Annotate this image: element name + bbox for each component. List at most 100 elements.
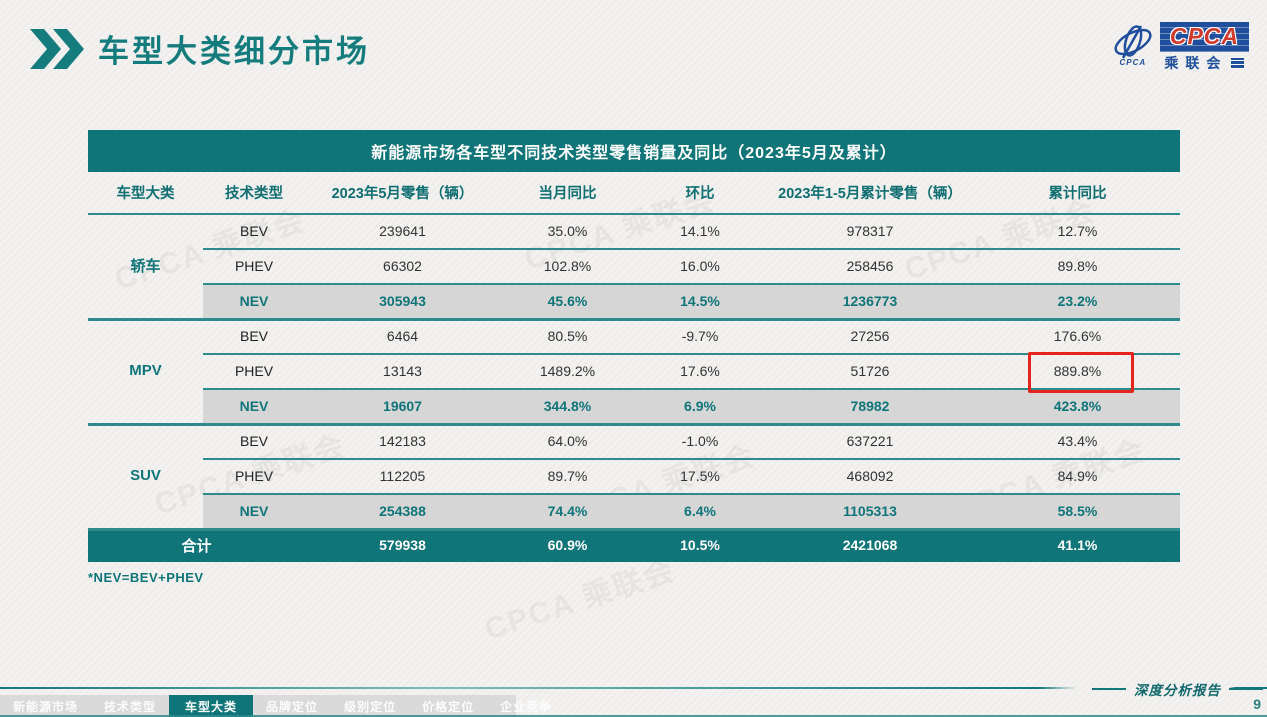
group-label: SUV bbox=[130, 467, 161, 484]
value-cell: 14.5% bbox=[635, 283, 765, 318]
column-header: 技术类型 bbox=[225, 186, 283, 202]
row-divider bbox=[203, 493, 1180, 495]
value-cell: 468092 bbox=[846, 467, 894, 484]
value-cell: 16.0% bbox=[680, 257, 720, 274]
tab-price-positioning[interactable]: 价格定位 bbox=[422, 699, 475, 714]
logo-swirl-icon: CPCA bbox=[1111, 24, 1155, 67]
logo-wordmark: CPCA 乘联会 bbox=[1159, 22, 1249, 73]
value-cell: 102.8% bbox=[543, 257, 592, 274]
value-cell: 637221 bbox=[846, 432, 894, 449]
value-cell: 89.7% bbox=[547, 467, 588, 484]
value-cell: 17.6% bbox=[680, 362, 720, 379]
group-divider bbox=[88, 528, 1180, 531]
column-header: 当月同比 bbox=[538, 186, 597, 202]
value-cell: -9.7% bbox=[681, 327, 719, 344]
value-cell: 35.0% bbox=[547, 222, 588, 239]
report-dash-left bbox=[1092, 688, 1126, 690]
column-header: 车型大类 bbox=[116, 186, 175, 202]
value-cell: 1105313 bbox=[765, 493, 975, 528]
value-cell-highlighted: 889.8% bbox=[1053, 362, 1102, 379]
value-cell: 6.4% bbox=[635, 493, 765, 528]
tech-cell: NEV bbox=[203, 283, 305, 318]
value-cell: 1236773 bbox=[765, 283, 975, 318]
total-cell: 10.5% bbox=[635, 528, 765, 562]
value-cell: 80.5% bbox=[547, 327, 588, 344]
report-label-text: 深度分析报告 bbox=[1134, 683, 1221, 698]
data-table: 新能源市场各车型不同技术类型零售销量及同比（2023年5月及累计） 车型大类 技… bbox=[88, 130, 1180, 562]
value-cell: 58.5% bbox=[975, 493, 1180, 528]
value-cell: 254388 bbox=[305, 493, 500, 528]
value-cell: 74.4% bbox=[500, 493, 635, 528]
value-cell: 239641 bbox=[379, 222, 426, 239]
row-divider bbox=[203, 458, 1180, 460]
tab-brand-positioning[interactable]: 品牌定位 bbox=[266, 699, 319, 714]
value-cell: 6464 bbox=[386, 327, 419, 344]
value-cell: 78982 bbox=[765, 388, 975, 423]
value-cell: 84.9% bbox=[1057, 467, 1098, 484]
slide-header: 车型大类细分市场 bbox=[30, 26, 370, 71]
value-cell: 305943 bbox=[305, 283, 500, 318]
value-cell: 14.1% bbox=[680, 222, 720, 239]
value-cell: 23.2% bbox=[975, 283, 1180, 318]
value-cell: 6.9% bbox=[635, 388, 765, 423]
value-cell: 142183 bbox=[379, 432, 426, 449]
tech-cell: NEV bbox=[203, 388, 305, 423]
value-cell: -1.0% bbox=[681, 432, 719, 449]
value-cell: 19607 bbox=[305, 388, 500, 423]
row-divider bbox=[203, 388, 1180, 390]
value-cell: 89.8% bbox=[1057, 257, 1098, 274]
bottom-border bbox=[0, 715, 1267, 717]
total-cell: 2421068 bbox=[765, 528, 975, 562]
value-cell: 45.6% bbox=[500, 283, 635, 318]
tech-cell: BEV bbox=[239, 222, 268, 239]
report-label: 深度分析报告 bbox=[1092, 679, 1263, 699]
value-cell: 423.8% bbox=[975, 388, 1180, 423]
group-divider bbox=[88, 318, 1180, 321]
value-cell: 176.6% bbox=[1053, 327, 1102, 344]
report-dash-right bbox=[1229, 688, 1263, 690]
cpca-logo: CPCA CPCA 乘联会 bbox=[1111, 22, 1249, 73]
value-cell: 64.0% bbox=[547, 432, 588, 449]
page-number: 9 bbox=[1253, 696, 1261, 712]
value-cell: 17.5% bbox=[680, 467, 720, 484]
tab-new-energy-market[interactable]: 新能源市场 bbox=[13, 699, 79, 714]
tab-tech-type[interactable]: 技术类型 bbox=[104, 699, 157, 714]
table-footnote: *NEV=BEV+PHEV bbox=[88, 570, 204, 585]
group-label: MPV bbox=[129, 362, 162, 379]
value-cell: 112205 bbox=[379, 467, 426, 484]
tech-cell: BEV bbox=[239, 327, 268, 344]
column-header: 2023年1-5月累计零售（辆） bbox=[778, 186, 962, 202]
value-cell: 258456 bbox=[846, 257, 894, 274]
footer-rule bbox=[0, 687, 1267, 689]
tech-cell: PHEV bbox=[234, 257, 274, 274]
double-chevron-icon bbox=[30, 28, 84, 69]
value-cell: 51726 bbox=[850, 362, 890, 379]
value-cell: 344.8% bbox=[500, 388, 635, 423]
tab-vehicle-category[interactable]: 车型大类 bbox=[169, 695, 254, 717]
table-title: 新能源市场各车型不同技术类型零售销量及同比（2023年5月及累计） bbox=[88, 130, 1180, 172]
row-divider bbox=[203, 353, 1180, 355]
column-header: 2023年5月零售（辆） bbox=[331, 186, 474, 202]
group-divider bbox=[88, 423, 1180, 426]
row-divider bbox=[203, 248, 1180, 250]
logo-cpca-text: CPCA bbox=[1159, 22, 1249, 52]
column-header: 环比 bbox=[685, 186, 715, 202]
page-title: 车型大类细分市场 bbox=[98, 34, 370, 69]
logo-chinese-text: 乘联会 bbox=[1164, 55, 1228, 71]
tech-cell: NEV bbox=[203, 493, 305, 528]
logo-seal-icon bbox=[1231, 57, 1245, 69]
total-label: 合计 bbox=[88, 528, 305, 562]
highlight-box bbox=[1028, 352, 1134, 393]
group-label: 轿车 bbox=[130, 258, 161, 275]
value-cell: 27256 bbox=[850, 327, 890, 344]
logo-swirl-label: CPCA bbox=[1119, 58, 1147, 67]
value-cell: 978317 bbox=[846, 222, 894, 239]
tab-enterprise-competition[interactable]: 企业竞争 bbox=[500, 699, 553, 714]
total-cell: 41.1% bbox=[975, 528, 1180, 562]
value-cell: 1489.2% bbox=[539, 362, 596, 379]
column-header: 累计同比 bbox=[1048, 186, 1107, 202]
tech-cell: PHEV bbox=[234, 362, 274, 379]
tab-segment-positioning[interactable]: 级别定位 bbox=[344, 699, 397, 714]
value-cell: 43.4% bbox=[1057, 432, 1098, 449]
row-divider bbox=[203, 283, 1180, 285]
